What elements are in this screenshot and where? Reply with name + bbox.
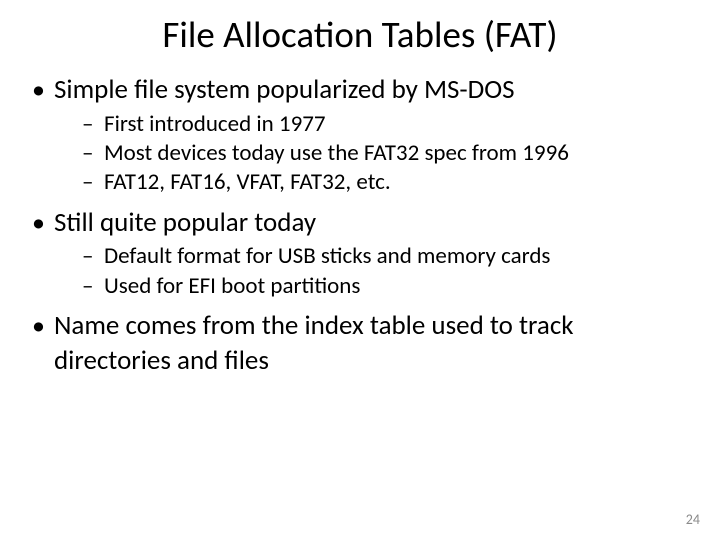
- sub-bullet-list: Default format for USB sticks and memory…: [54, 242, 692, 301]
- bullet-text: Name comes from the index table used to …: [54, 309, 574, 377]
- bullet-text: Simple file system popularized by MS-DOS: [54, 73, 515, 106]
- bullet-text: Still quite popular today: [54, 206, 316, 239]
- sub-bullet-item: FAT12, FAT16, VFAT, FAT32, etc.: [82, 168, 692, 197]
- sub-bullet-item: Default format for USB sticks and memory…: [82, 242, 692, 271]
- sub-bullet-item: Used for EFI boot partitions: [82, 272, 692, 301]
- page-number: 24: [686, 511, 700, 528]
- bullet-item: Name comes from the index table used to …: [28, 309, 692, 378]
- bullet-list: Simple file system popularized by MS-DOS…: [28, 73, 692, 378]
- slide: File Allocation Tables (FAT) Simple file…: [0, 0, 720, 540]
- sub-bullet-list: First introduced in 1977 Most devices to…: [54, 110, 692, 198]
- sub-bullet-item: First introduced in 1977: [82, 110, 692, 139]
- bullet-item: Still quite popular today Default format…: [28, 206, 692, 301]
- slide-title: File Allocation Tables (FAT): [28, 12, 692, 57]
- sub-bullet-item: Most devices today use the FAT32 spec fr…: [82, 139, 692, 168]
- bullet-item: Simple file system popularized by MS-DOS…: [28, 73, 692, 198]
